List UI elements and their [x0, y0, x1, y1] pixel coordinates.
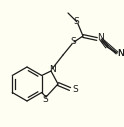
- Text: N: N: [118, 49, 124, 58]
- Text: N: N: [49, 66, 55, 75]
- Text: S: S: [70, 37, 76, 46]
- Text: N: N: [98, 34, 104, 43]
- Text: S: S: [42, 94, 48, 104]
- Text: S: S: [72, 85, 78, 94]
- Text: N: N: [118, 50, 124, 59]
- Text: S: S: [73, 18, 79, 27]
